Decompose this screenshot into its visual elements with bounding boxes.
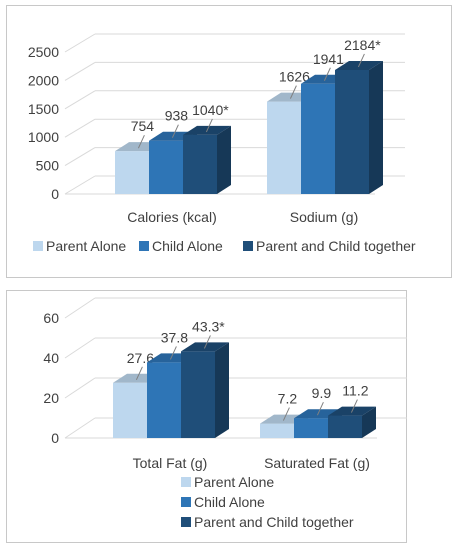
y-tick-label: 40 [43,350,59,366]
y-tick-label: 2000 [28,72,59,88]
y-tick-label: 1000 [28,129,59,145]
data-label-leader [316,401,324,416]
y-tick-label: 20 [43,390,59,406]
bar [267,101,301,194]
bar [260,423,294,438]
bar-chart-calories-sodium: 0 500 1000 1500 2000 2500 754 938 1040* Calories … [28,33,416,254]
data-label: 37.8 [161,329,188,345]
data-label-leader [357,53,365,68]
legend-label: Parent Alone [194,474,274,490]
x-category-label: Saturated Fat (g) [264,455,370,471]
data-label: 27.6 [127,350,154,366]
data-label-leader [323,67,331,81]
legend-label: Parent and Child together [194,514,354,530]
bar-side [217,125,231,194]
legend-swatch [243,241,253,251]
legend-swatch [181,517,191,527]
legend-label: Parent Alone [46,238,126,254]
y-tick-label: 2500 [28,44,59,60]
data-label: 7.2 [278,391,298,407]
y-tick-label: 1500 [28,101,59,117]
legend-label: Parent and Child together [256,238,416,254]
gridline-side [64,417,96,439]
bar [335,69,369,194]
data-label-leader [203,335,211,349]
data-label: 938 [165,108,189,124]
data-label-leader [282,407,290,421]
bar [181,351,215,438]
legend-swatch [139,241,149,251]
data-label: 11.2 [342,383,368,399]
data-label: 43.3* [192,318,225,334]
chart-panel-nutrients-1: 0 500 1000 1500 2000 2500 754 938 1040* Calories … [6,5,452,278]
x-category-label: Calories (kcal) [127,209,216,225]
bar [115,151,149,194]
data-label: 1626 [279,69,310,85]
gridline-side [64,61,96,81]
data-label-leader [205,118,213,133]
data-label-leader [350,399,358,413]
gridline-side [64,297,96,319]
bar [328,415,362,438]
data-label-leader [289,85,297,99]
gridline-side [64,175,96,195]
legend-label: Child Alone [152,238,223,254]
bar-chart-fat: 0 20 40 60 27.6 37.843.3* Total Fat (g) 7.2 9.9 1… [43,297,407,530]
bar [301,83,335,194]
data-label: 754 [131,118,155,134]
data-label: 2184* [344,37,381,53]
gridline-side [64,377,96,399]
gridline-side [64,90,96,110]
data-label: 1941 [313,51,344,67]
bar [147,362,181,438]
legend-swatch [33,241,43,251]
bar-side [369,60,383,195]
data-label: 9.9 [312,385,332,401]
legend-swatch [181,497,191,507]
bar [294,418,328,438]
gridline-side [64,337,96,359]
x-category-label: Total Fat (g) [133,455,208,471]
y-tick-label: 0 [51,430,59,446]
y-tick-label: 60 [43,310,59,326]
legend-label: Child Alone [194,494,265,510]
x-category-label: Sodium (g) [290,209,358,225]
data-label-leader [169,346,177,360]
legend-swatch [181,477,191,487]
gridline-side [64,33,96,53]
bar-side [215,342,229,438]
data-label-leader [171,124,179,138]
bar [183,134,217,194]
bar-side [362,406,376,438]
chart-panel-nutrients-2: 0 20 40 60 27.6 37.8 43.3* Total Fat (g) 7.2 9.9 1… [6,290,407,543]
y-tick-label: 0 [51,186,59,202]
gridline-side [64,118,96,138]
bar [113,382,147,438]
data-label-leader [137,134,145,149]
gridline-side [64,147,96,167]
y-tick-label: 500 [36,158,60,174]
data-label-leader [135,366,143,381]
bar [149,140,183,194]
data-label: 1040* [192,102,229,118]
